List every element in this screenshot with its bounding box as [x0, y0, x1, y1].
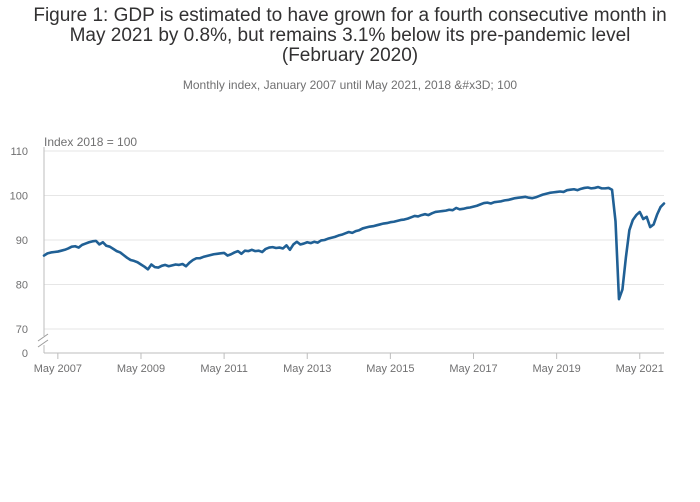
x-tick-label: May 2021	[616, 363, 664, 375]
x-tick-label: May 2015	[366, 363, 414, 375]
x-tick-label: May 2009	[117, 363, 165, 375]
y-tick-label: 90	[16, 235, 28, 247]
chart-title-line-2: May 2021 by 0.8%, but remains 3.1% below…	[69, 25, 631, 46]
y-tick-label: 110	[10, 146, 28, 158]
chart-title: Figure 1: GDP is estimated to have grown…	[0, 6, 700, 66]
y-tick-label: 100	[10, 191, 28, 203]
y-axis-label: Index 2018 = 100	[44, 135, 137, 149]
x-tick-label: May 2017	[449, 363, 497, 375]
y-tick-label: 0	[22, 348, 28, 360]
axis-break-mark	[37, 333, 49, 348]
y-tick-label: 80	[16, 280, 28, 292]
x-tick-label: May 2007	[34, 363, 82, 375]
chart-subtitle: Monthly index, January 2007 until May 20…	[182, 78, 518, 92]
chart-title-line-3: (February 2020)	[281, 45, 419, 66]
x-tick-label: May 2013	[283, 363, 331, 375]
x-tick-label: May 2011	[200, 363, 248, 375]
y-tick-label: 70	[16, 324, 28, 336]
x-tick-label: May 2019	[532, 363, 580, 375]
chart-title-line-1: Figure 1: GDP is estimated to have grown…	[33, 5, 667, 26]
series-line-gdp	[42, 185, 666, 301]
axis-break-gap	[38, 337, 50, 344]
